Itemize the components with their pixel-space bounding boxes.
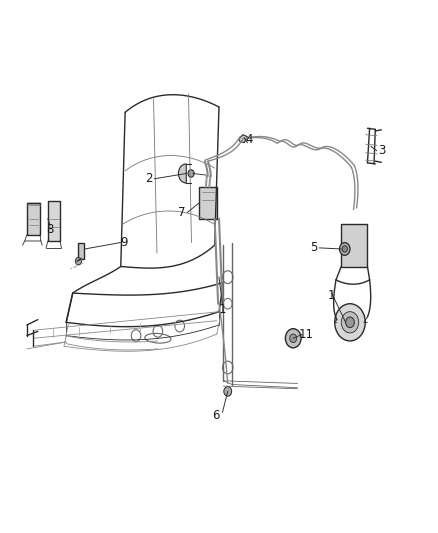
- Circle shape: [339, 243, 350, 255]
- Circle shape: [75, 257, 81, 265]
- Text: 3: 3: [378, 144, 385, 157]
- FancyBboxPatch shape: [48, 201, 60, 241]
- Text: 1: 1: [328, 289, 336, 302]
- FancyBboxPatch shape: [78, 243, 84, 259]
- Circle shape: [224, 386, 232, 396]
- Circle shape: [342, 246, 347, 252]
- Polygon shape: [239, 135, 247, 143]
- FancyBboxPatch shape: [341, 224, 367, 266]
- Circle shape: [286, 329, 301, 348]
- FancyBboxPatch shape: [199, 187, 217, 219]
- Text: 7: 7: [178, 206, 186, 219]
- Text: 1: 1: [219, 303, 226, 316]
- Text: 6: 6: [212, 409, 219, 422]
- Text: 9: 9: [120, 236, 127, 249]
- Circle shape: [341, 312, 359, 333]
- Text: 8: 8: [46, 223, 54, 236]
- Circle shape: [290, 334, 297, 343]
- Circle shape: [346, 317, 354, 328]
- Text: 5: 5: [311, 241, 318, 254]
- FancyBboxPatch shape: [27, 203, 40, 235]
- Circle shape: [335, 304, 365, 341]
- Wedge shape: [178, 164, 186, 183]
- Text: 11: 11: [299, 328, 314, 341]
- Text: 4: 4: [246, 133, 253, 147]
- Text: 2: 2: [145, 172, 153, 185]
- Circle shape: [188, 169, 194, 177]
